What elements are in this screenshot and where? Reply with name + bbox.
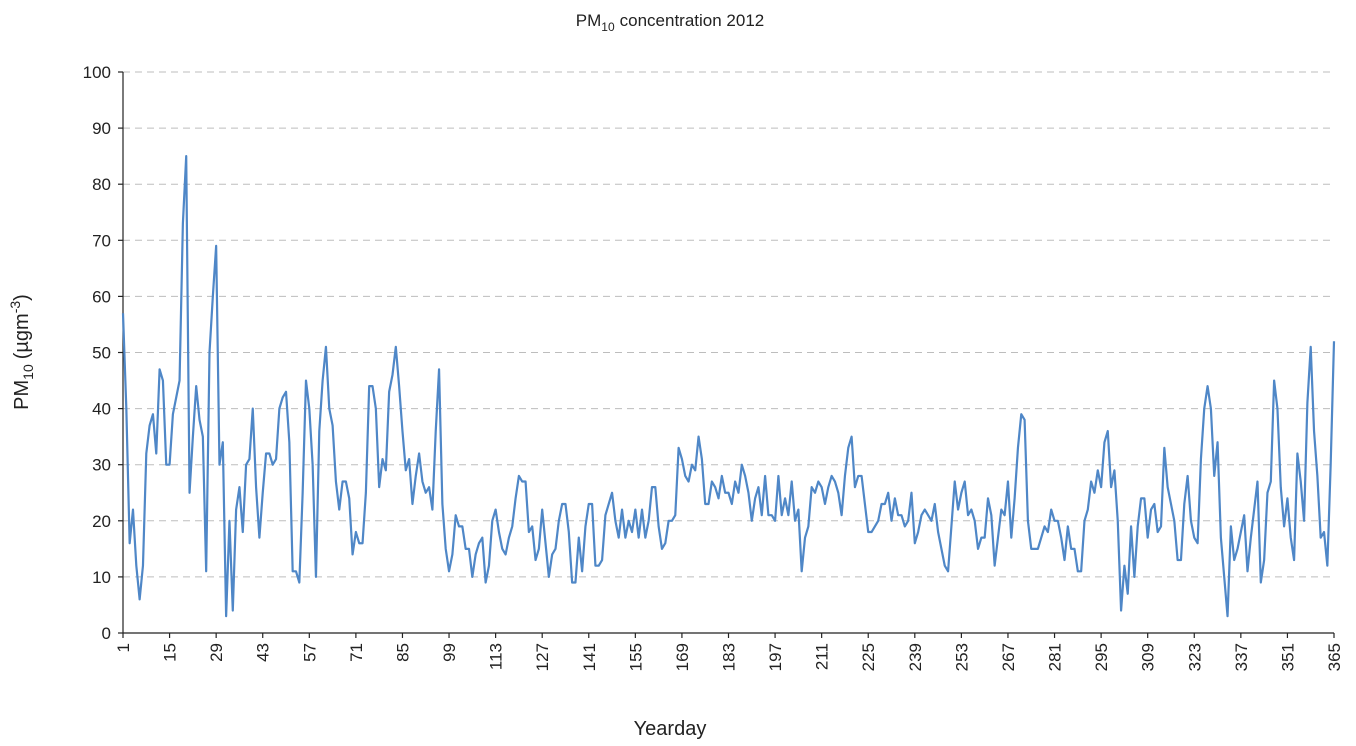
- x-tick-label: 155: [626, 643, 645, 671]
- y-tick-label: 80: [92, 175, 111, 194]
- x-tick-label: 365: [1325, 643, 1344, 671]
- x-tick-label: 351: [1278, 643, 1297, 671]
- x-tick-label: 309: [1139, 643, 1158, 671]
- title-sub: 10: [601, 20, 615, 34]
- data-line: [121, 155, 1336, 618]
- y-tick-label: 60: [92, 287, 111, 306]
- x-tick-label: 15: [161, 643, 180, 662]
- y-tick-label: 0: [102, 624, 111, 643]
- y-tick-label: 100: [83, 63, 111, 82]
- x-tick-label: 127: [533, 643, 552, 671]
- y-label-main: PM: [11, 380, 33, 410]
- x-axis-label: Yearday: [634, 718, 707, 740]
- y-label-sub: 10: [20, 364, 36, 380]
- y-tick-label: 70: [92, 231, 111, 250]
- y-axis-label: PM10 (µgm-3): [7, 294, 36, 410]
- x-tick-label: 239: [906, 643, 925, 671]
- y-label-sup: -3: [7, 301, 23, 314]
- x-tick-label: 183: [720, 643, 739, 671]
- x-tick-label: 281: [1046, 643, 1065, 671]
- x-tick-label: 253: [952, 643, 971, 671]
- x-tick-label: 337: [1232, 643, 1251, 671]
- x-tick-label: 197: [766, 643, 785, 671]
- y-label-rest: (µgm: [11, 313, 33, 359]
- x-tick-label: 29: [207, 643, 226, 662]
- y-tick-label: 20: [92, 512, 111, 531]
- x-tick-label: 323: [1185, 643, 1204, 671]
- title-main: PM: [576, 11, 602, 30]
- x-tick-label: 57: [300, 643, 319, 662]
- y-label-end: ): [11, 294, 33, 301]
- y-tick-label: 90: [92, 119, 111, 138]
- y-tick-label: 40: [92, 400, 111, 419]
- x-tick-label: 113: [487, 643, 506, 670]
- x-tick-label: 85: [393, 643, 412, 662]
- y-tick-label: 10: [92, 568, 111, 587]
- x-tick-label: 211: [813, 643, 832, 670]
- x-tick-label: 295: [1092, 643, 1111, 671]
- chart-title: PM10 concentration 2012: [576, 11, 764, 34]
- x-tick-label: 225: [859, 643, 878, 671]
- title-rest: concentration 2012: [620, 11, 765, 30]
- x-tick-label: 99: [440, 643, 459, 662]
- x-tick-label: 1: [114, 643, 133, 652]
- x-tick-label: 43: [254, 643, 273, 662]
- x-tick-label: 169: [673, 643, 692, 671]
- x-tick-label: 141: [580, 643, 599, 671]
- y-tick-label: 50: [92, 344, 111, 363]
- x-tick-label: 267: [999, 643, 1018, 671]
- y-tick-label: 30: [92, 456, 111, 475]
- x-tick-label: 71: [347, 643, 366, 662]
